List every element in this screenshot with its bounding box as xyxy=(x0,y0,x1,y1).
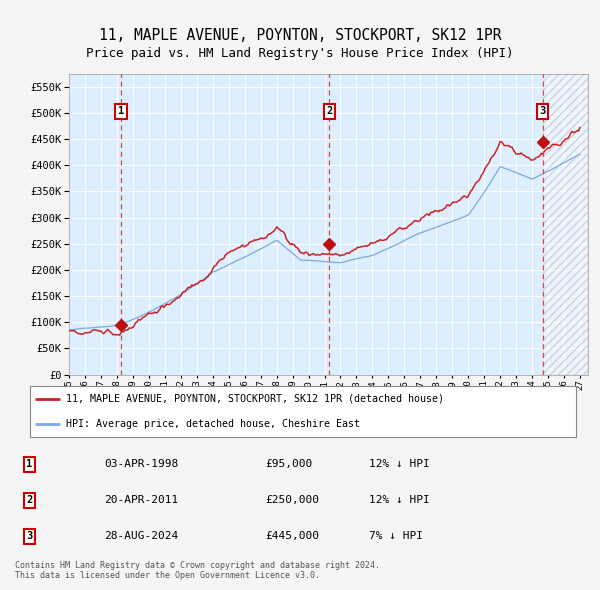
Text: 3: 3 xyxy=(26,532,32,542)
Text: 11, MAPLE AVENUE, POYNTON, STOCKPORT, SK12 1PR (detached house): 11, MAPLE AVENUE, POYNTON, STOCKPORT, SK… xyxy=(65,394,443,404)
Text: 7% ↓ HPI: 7% ↓ HPI xyxy=(369,532,423,542)
Text: 2: 2 xyxy=(26,496,32,506)
Text: £250,000: £250,000 xyxy=(265,496,319,506)
Text: 1: 1 xyxy=(26,460,32,469)
Text: £95,000: £95,000 xyxy=(265,460,313,469)
Text: 28-AUG-2024: 28-AUG-2024 xyxy=(104,532,178,542)
Text: 03-APR-1998: 03-APR-1998 xyxy=(104,460,178,469)
Text: This data is licensed under the Open Government Licence v3.0.: This data is licensed under the Open Gov… xyxy=(15,571,320,580)
Text: Contains HM Land Registry data © Crown copyright and database right 2024.: Contains HM Land Registry data © Crown c… xyxy=(15,560,380,569)
Bar xyxy=(542,74,588,375)
Text: 12% ↓ HPI: 12% ↓ HPI xyxy=(369,496,430,506)
Text: 11, MAPLE AVENUE, POYNTON, STOCKPORT, SK12 1PR: 11, MAPLE AVENUE, POYNTON, STOCKPORT, SK… xyxy=(99,28,501,43)
Text: Price paid vs. HM Land Registry's House Price Index (HPI): Price paid vs. HM Land Registry's House … xyxy=(86,47,514,60)
Text: 20-APR-2011: 20-APR-2011 xyxy=(104,496,178,506)
Text: 3: 3 xyxy=(539,106,546,116)
Text: £445,000: £445,000 xyxy=(265,532,319,542)
Text: 12% ↓ HPI: 12% ↓ HPI xyxy=(369,460,430,469)
Text: 2: 2 xyxy=(326,106,332,116)
Text: 1: 1 xyxy=(118,106,124,116)
Text: HPI: Average price, detached house, Cheshire East: HPI: Average price, detached house, Ches… xyxy=(65,419,359,430)
FancyBboxPatch shape xyxy=(30,386,576,437)
